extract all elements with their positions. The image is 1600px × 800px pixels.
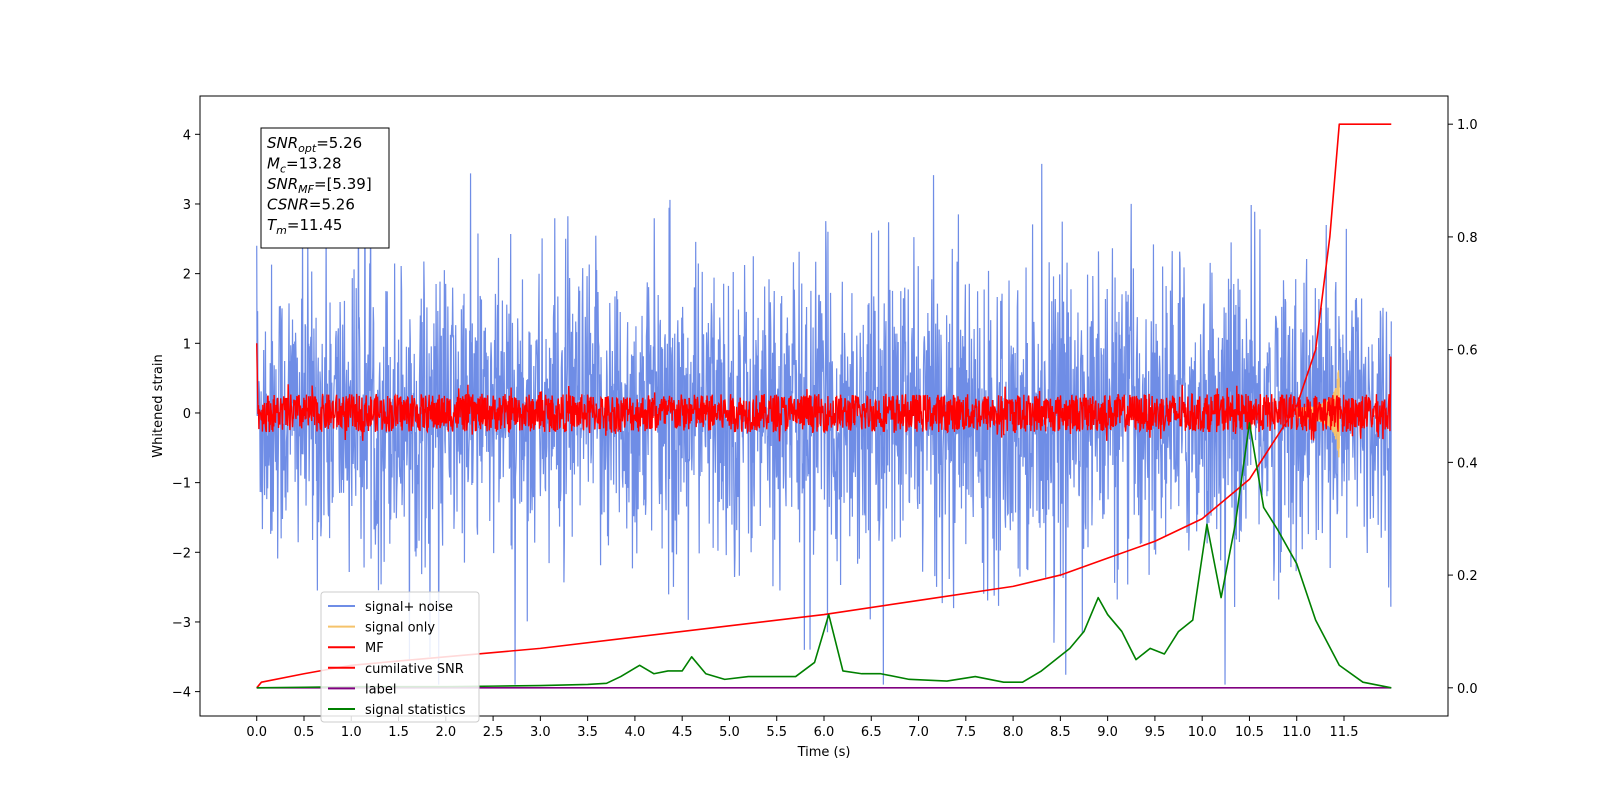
- annotation-symbol: T: [267, 216, 278, 234]
- y-right-tick-label: 0.6: [1457, 344, 1478, 359]
- x-tick-label: 10.0: [1188, 725, 1217, 740]
- annotation-symbol: SNR: [267, 175, 298, 193]
- y-axis-left: −4 −3 −2 −1 0 1 2 3 4: [172, 128, 200, 701]
- y-left-tick-label: 3: [183, 198, 191, 213]
- annotation-symbol: CSNR: [267, 196, 309, 214]
- annotation-symbol: M: [267, 155, 280, 173]
- x-tick-label: 4.0: [625, 725, 646, 740]
- x-tick-label: 8.0: [1003, 725, 1024, 740]
- annotation-value: =[5.39]: [314, 175, 372, 193]
- x-tick-label: 1.5: [388, 725, 409, 740]
- x-tick-label: 10.5: [1235, 725, 1264, 740]
- y-left-tick-label: −2: [172, 546, 191, 561]
- x-tick-label: 4.5: [672, 725, 693, 740]
- x-tick-label: 3.5: [577, 725, 598, 740]
- legend-frame: [320, 591, 480, 723]
- legend-entry: label: [365, 682, 396, 697]
- y-left-tick-label: 0: [183, 407, 191, 422]
- x-tick-label: 11.0: [1282, 725, 1311, 740]
- y-right-tick-label: 0.4: [1457, 456, 1478, 471]
- series-signal-statistics: [256, 422, 1392, 689]
- annotation-symbol: SNR: [267, 134, 298, 152]
- x-tick-label: 7.0: [908, 725, 929, 740]
- x-tick-label: 9.5: [1145, 725, 1166, 740]
- x-tick-label: 5.5: [766, 725, 787, 740]
- legend-entry: MF: [365, 641, 384, 656]
- annotation-subscript: m: [276, 224, 287, 237]
- x-tick-label: 1.0: [341, 725, 362, 740]
- y-left-tick-label: −4: [172, 686, 191, 701]
- y-left-tick-label: 1: [183, 337, 191, 352]
- annotation-line: SNRopt=5.26: [267, 134, 362, 155]
- y-left-tick-label: 4: [183, 128, 191, 143]
- y-axis-right: 0.0 0.2 0.4 0.6 0.8 1.0: [1448, 118, 1478, 697]
- x-tick-label: 6.5: [861, 725, 882, 740]
- x-axis: 0.0 0.5 1.0 1.5 2.0 2.5 3.0 3.5 4.0 4.5 5.0 5.5 6.0 6…: [246, 716, 1358, 740]
- y-right-tick-label: 0.8: [1457, 231, 1478, 246]
- legend-entry: cumilative SNR: [365, 662, 464, 677]
- x-tick-label: 8.5: [1050, 725, 1071, 740]
- y-right-tick-label: 0.0: [1457, 682, 1478, 697]
- y-left-tick-label: −3: [172, 616, 191, 631]
- x-tick-label: 0.5: [294, 725, 315, 740]
- legend-entry: signal only: [365, 621, 435, 636]
- x-tick-label: 11.5: [1330, 725, 1359, 740]
- legend-entry: signal+ noise: [365, 600, 453, 615]
- x-tick-label: 2.0: [435, 725, 456, 740]
- annotation-line: Mc=13.28: [267, 155, 342, 176]
- legend: signal+ noise signal only MF cumilative SNR…: [320, 591, 480, 723]
- annotation-frame: [260, 127, 390, 249]
- y-right-tick-label: 0.2: [1457, 569, 1478, 584]
- y-axis-label: Whitened strain: [151, 354, 166, 457]
- annotation-value: =5.26: [316, 134, 362, 152]
- legend-entry: signal statistics: [365, 703, 466, 718]
- annotation-subscript: MF: [298, 183, 314, 196]
- annotation-subscript: c: [280, 163, 286, 176]
- x-tick-label: 7.5: [955, 725, 976, 740]
- annotation-value: =5.26: [309, 196, 355, 214]
- x-tick-label: 5.0: [719, 725, 740, 740]
- annotation-value: =13.28: [286, 155, 342, 173]
- y-left-tick-label: 2: [183, 268, 191, 283]
- annotation-line: SNRMF=[5.39]: [267, 175, 372, 196]
- annotation-subscript: opt: [298, 142, 317, 155]
- annotation-line: CSNR=5.26: [267, 196, 355, 214]
- y-right-tick-label: 1.0: [1457, 118, 1478, 133]
- x-tick-label: 2.5: [483, 725, 504, 740]
- x-tick-label: 3.0: [530, 725, 551, 740]
- annotation-line: Tm=11.45: [267, 216, 342, 237]
- y-left-tick-label: −1: [172, 477, 191, 492]
- annotation-value: =11.45: [287, 216, 343, 234]
- series-mf: [256, 343, 1392, 442]
- x-axis-label: Time (s): [797, 745, 851, 760]
- x-tick-label: 6.0: [814, 725, 835, 740]
- stats-annotation-box: SNRopt=5.26Mc=13.28SNRMF=[5.39]CSNR=5.26…: [260, 127, 390, 249]
- x-tick-label: 9.0: [1097, 725, 1118, 740]
- x-tick-label: 0.0: [246, 725, 267, 740]
